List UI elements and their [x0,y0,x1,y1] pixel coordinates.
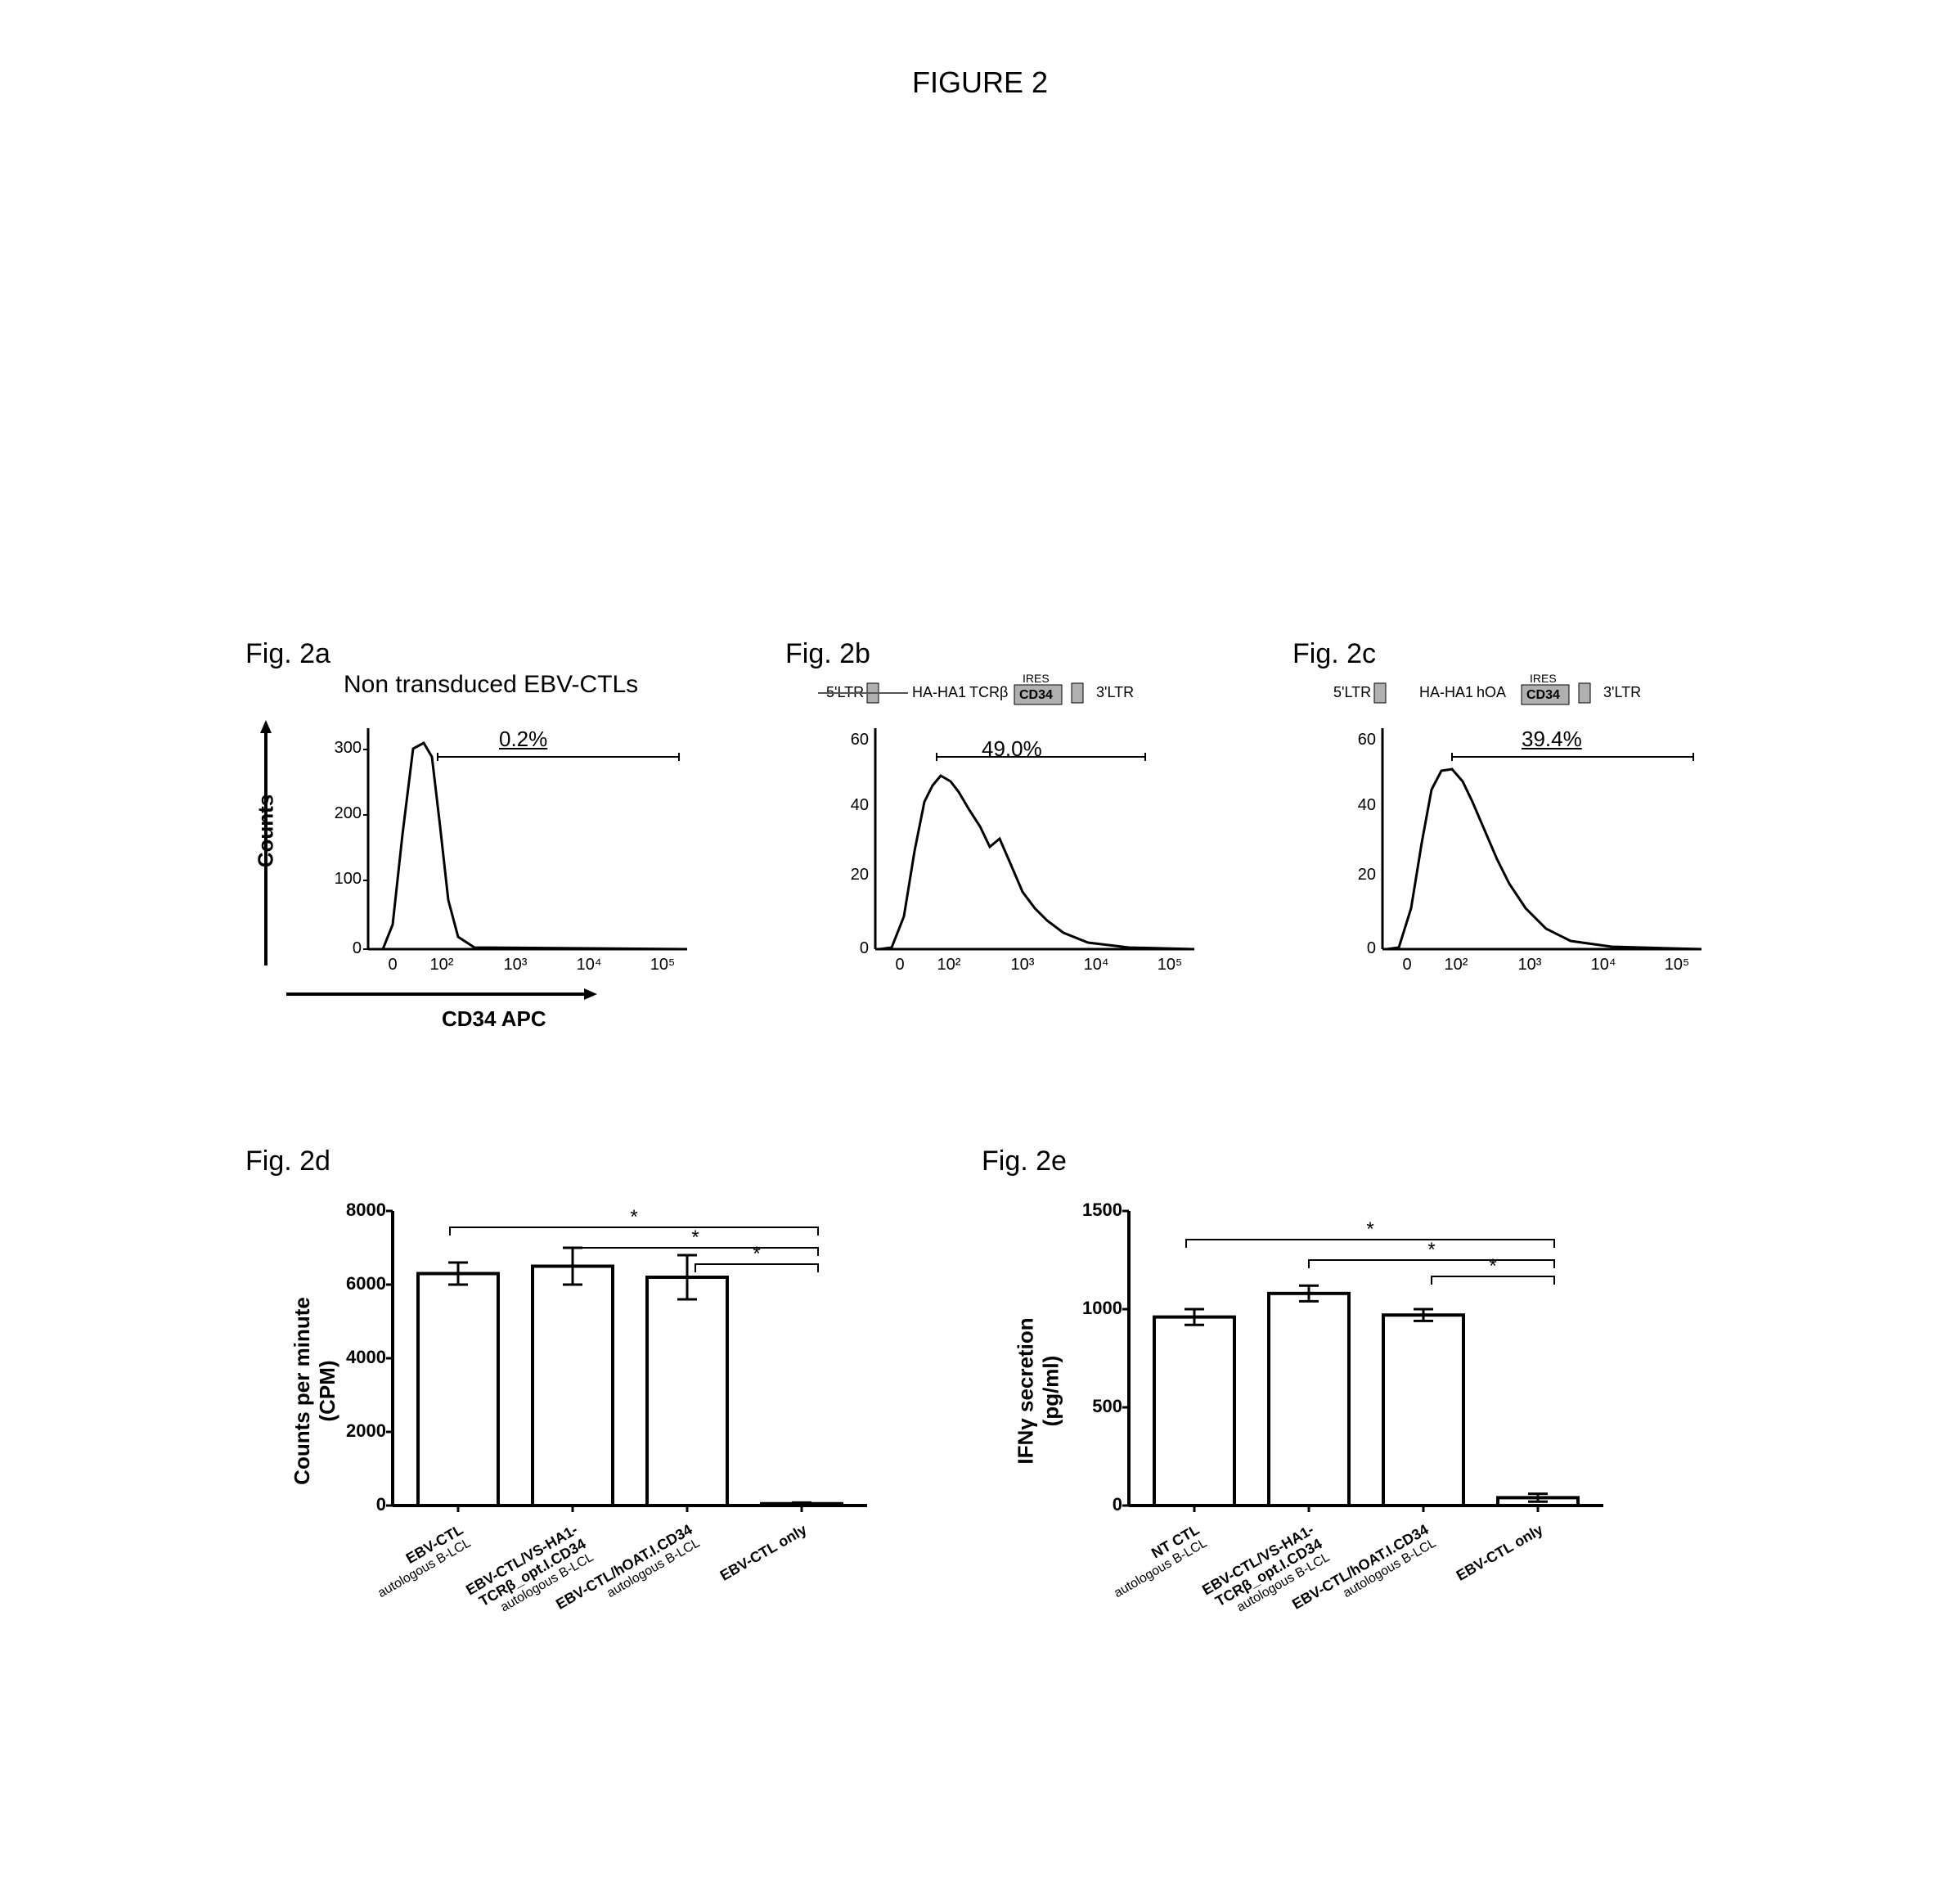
svg-text:40: 40 [851,796,869,814]
svg-text:*: * [691,1227,699,1249]
tick: 300 [335,739,362,757]
panel-c-histogram: 0 20 40 60 0 10² 10³ 10⁴ 10⁵ 39.4% [1325,712,1718,990]
panel-e-barchart: 0 500 1000 1500 * * * IFNγ secretion(pg/… [1047,1178,1636,1604]
tick: 10³ [504,956,528,974]
svg-text:8000: 8000 [346,1200,386,1220]
svg-text:3'LTR: 3'LTR [1603,684,1641,700]
panel-b-histogram: 0 20 40 60 0 10² 10³ 10⁴ 10⁵ 49.0% [818,712,1211,990]
svg-text:10⁴: 10⁴ [1084,956,1109,974]
svg-text:1500: 1500 [1082,1200,1122,1220]
bar [647,1277,727,1506]
svg-text:60: 60 [1358,731,1376,749]
panel-e-ylabel: IFNγ secretion(pg/ml) [1014,1317,1064,1464]
svg-text:6000: 6000 [346,1273,386,1294]
bar [418,1274,498,1506]
svg-text:0: 0 [1402,956,1411,974]
svg-text:40: 40 [1358,796,1376,814]
panel-d-ylabel: Counts per minute(CPM) [290,1297,340,1485]
tick: 10⁵ [650,956,676,974]
y-axis-label: Counts [253,794,278,868]
bar [1383,1315,1463,1506]
tick: 200 [335,804,362,822]
panel-d-label: Fig. 2d [245,1146,330,1177]
svg-text:0: 0 [1113,1494,1122,1515]
svg-text:0: 0 [376,1494,386,1515]
svg-text:3'LTR: 3'LTR [1096,684,1134,700]
tick: 0 [353,939,362,957]
tick: 0 [388,956,397,974]
svg-text:10²: 10² [1445,956,1468,974]
svg-text:HA-HA1: HA-HA1 [912,684,966,700]
svg-text:10⁴: 10⁴ [1591,956,1616,974]
svg-text:60: 60 [851,731,869,749]
svg-text:*: * [1427,1239,1435,1261]
svg-text:HA-HA1: HA-HA1 [1419,684,1473,700]
svg-text:0: 0 [1367,939,1376,957]
panel-a-histogram: 0 100 200 300 0 10² 10³ 10⁴ 10⁵ 0.2% [311,712,704,990]
panel-b-label: Fig. 2b [785,638,870,670]
panel-c-gate: 39.4% [1522,727,1582,752]
x-axis-label: CD34 APC [442,1006,546,1032]
svg-text:10⁵: 10⁵ [1665,956,1690,974]
panel-b-construct: 5'LTR HA-HA1 TCRβ IRES CD34 3'LTR [818,671,1211,716]
panel-a-subtitle: Non transduced EBV-CTLs [344,671,638,699]
panel-d-barchart: 0 2000 4000 6000 8000 * * * Counts per m… [311,1178,900,1604]
svg-text:*: * [1366,1218,1373,1240]
svg-text:10³: 10³ [1518,956,1542,974]
svg-text:*: * [1489,1255,1496,1277]
svg-text:TCRβ: TCRβ [969,684,1008,700]
tick: 10² [430,956,454,974]
bar [533,1267,613,1506]
panel-a-label: Fig. 2a [245,638,330,670]
svg-text:0: 0 [860,939,869,957]
svg-text:2000: 2000 [346,1420,386,1441]
svg-text:20: 20 [851,866,869,884]
tick: 100 [335,870,362,888]
svg-text:10⁵: 10⁵ [1158,956,1183,974]
panel-c-label: Fig. 2c [1292,638,1376,670]
panel-c-construct: 5'LTR HA-HA1 hOA IRES CD34 3'LTR [1325,671,1718,716]
panel-e-label: Fig. 2e [982,1146,1067,1177]
svg-text:1000: 1000 [1082,1298,1122,1318]
svg-text:*: * [630,1206,637,1228]
svg-text:hOA: hOA [1477,684,1506,700]
svg-text:10²: 10² [937,956,961,974]
svg-text:IRES: IRES [1023,672,1050,685]
svg-text:CD34: CD34 [1019,688,1053,702]
bar [1154,1317,1234,1506]
svg-text:CD34: CD34 [1526,688,1560,702]
bar [1269,1294,1349,1506]
svg-text:IRES: IRES [1530,672,1557,685]
svg-text:5'LTR: 5'LTR [1333,684,1371,700]
svg-text:*: * [753,1243,760,1265]
svg-text:500: 500 [1092,1396,1122,1416]
svg-text:20: 20 [1358,866,1376,884]
panel-b-gate: 49.0% [982,736,1042,762]
svg-text:10³: 10³ [1011,956,1035,974]
panel-a-gate: 0.2% [499,727,547,752]
tick: 10⁴ [577,956,602,974]
figure-title: FIGURE 2 [912,65,1048,100]
svg-text:4000: 4000 [346,1347,386,1367]
svg-text:0: 0 [895,956,904,974]
